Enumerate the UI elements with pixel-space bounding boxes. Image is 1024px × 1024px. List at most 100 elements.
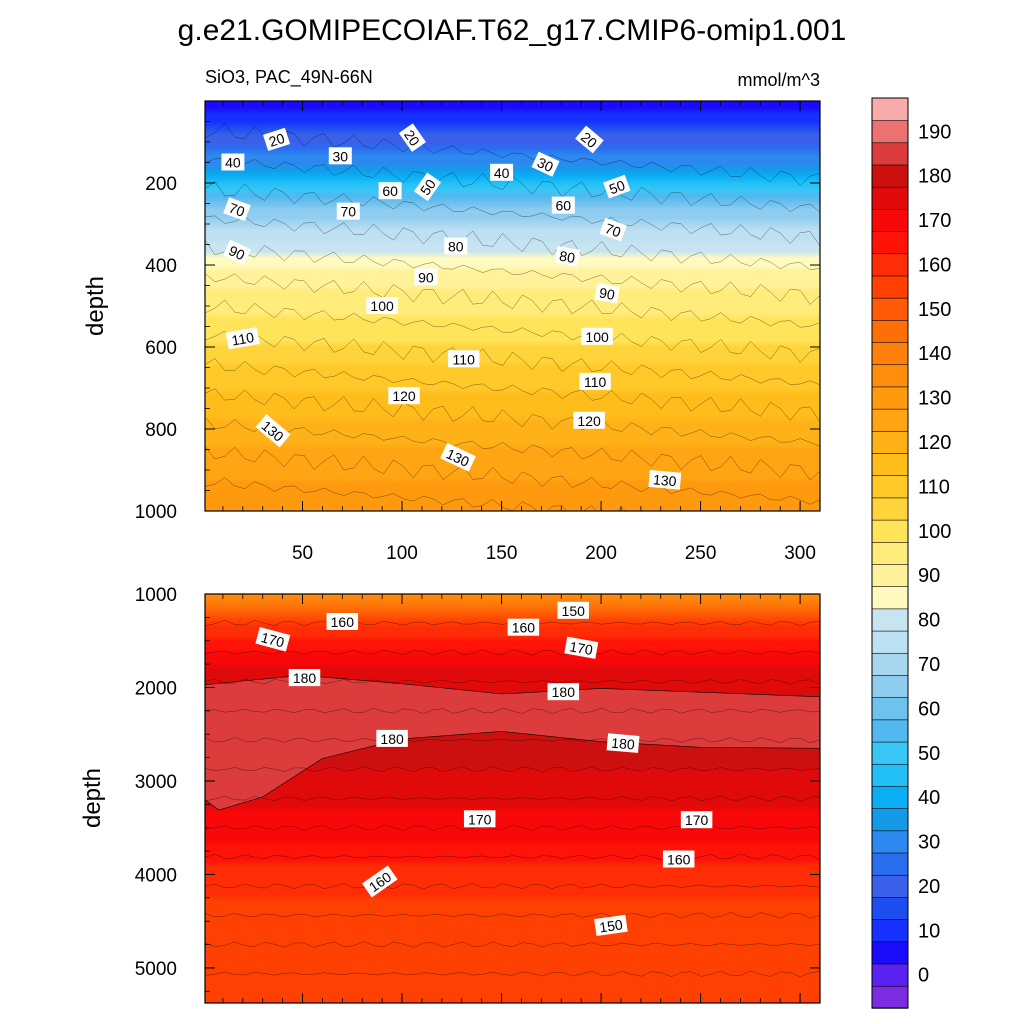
contour-label: 30 — [328, 147, 352, 165]
upper-field — [205, 101, 820, 511]
lower-contour-line — [205, 912, 820, 919]
contour-label: 160 — [507, 618, 540, 636]
contour-label: 180 — [288, 669, 321, 687]
contour-label-box — [648, 469, 682, 490]
y-tick-label: 1000 — [135, 585, 177, 606]
upper-contour-line — [205, 273, 820, 328]
contour-label: 70 — [599, 217, 627, 242]
colorbar-swatch — [871, 719, 909, 743]
contour-label-box — [603, 174, 631, 199]
y-tick-label: 5000 — [135, 959, 177, 980]
contour-label-box — [223, 197, 251, 222]
contour-label: 90 — [594, 282, 620, 304]
contour-label-box — [575, 125, 604, 154]
contour-label: 170 — [680, 811, 713, 829]
colorbar-label: 60 — [918, 698, 940, 720]
colorbar-label: 180 — [918, 166, 951, 188]
colorbar: 0 10 20 30 40 50 60 70 80 90 100 110 120 130 140 150 160… — [871, 97, 951, 1009]
contour-label-text: 180 — [380, 731, 404, 747]
contour-label-text: 20 — [267, 130, 287, 150]
x-tick-label: 100 — [386, 543, 418, 564]
lower-contour-line — [205, 853, 820, 861]
contour-label-text: 180 — [552, 684, 576, 700]
contour-label: 110 — [579, 372, 611, 390]
colorbar-swatch — [871, 985, 909, 1009]
colorbar-frame — [871, 97, 909, 1009]
colorbar-swatch — [871, 674, 909, 698]
contour-label-text: 170 — [685, 812, 709, 828]
contour-label-box — [557, 601, 589, 619]
x-tick-label: 50 — [292, 543, 313, 564]
contour-label: 40 — [221, 153, 245, 171]
contour-label-text: 100 — [585, 329, 609, 345]
contour-label-text: 120 — [392, 388, 416, 404]
colorbar-swatch — [871, 519, 909, 543]
contour-label-box — [255, 627, 291, 652]
contour-label-text: 170 — [468, 811, 492, 827]
lower-core-180 — [205, 674, 820, 811]
lower-y-axis: 1000 2000 3000 4000 5000 — [135, 585, 820, 992]
contour-label-box — [606, 733, 640, 753]
colorbar-swatch — [871, 741, 909, 765]
y-tick-label: 200 — [145, 174, 177, 195]
colorbar-label: 160 — [918, 255, 951, 277]
contour-label-box — [551, 196, 575, 214]
x-tick-label: 300 — [784, 543, 816, 564]
contour-label: 110 — [225, 327, 260, 350]
upper-contour-line — [205, 388, 820, 447]
contour-label: 160 — [362, 865, 398, 898]
contour-label-text: 110 — [230, 329, 255, 349]
colorbar-swatch — [871, 319, 909, 343]
contour-label-box — [378, 182, 402, 200]
lower-frame — [204, 593, 821, 1004]
lower-contour-line — [205, 737, 820, 744]
contour-label-text: 40 — [225, 155, 241, 171]
contour-label-text: 90 — [598, 284, 616, 302]
colorbar-swatch — [871, 852, 909, 876]
colorbar-label: 150 — [918, 299, 951, 321]
colorbar-swatch — [871, 763, 909, 787]
contour-label-text: 160 — [331, 614, 355, 630]
contour-label-box — [221, 153, 245, 171]
contour-label-text: 30 — [333, 148, 349, 164]
colorbar-swatch — [871, 208, 909, 232]
contour-label-box — [288, 669, 321, 687]
contour-label-box — [362, 865, 398, 898]
contour-label-text: 30 — [535, 154, 556, 175]
contour-label-box — [662, 850, 695, 868]
colorbar-label: 120 — [918, 432, 951, 454]
upper-contour-labels: 20 20 20 30 30 40 40 50 50 60 60 70 70 70 80 80 90 90 90 10… — [221, 123, 682, 490]
lower-contour-line — [205, 766, 820, 773]
contour-label-box — [262, 127, 291, 152]
contour-label: 20 — [575, 125, 604, 154]
colorbar-swatch — [871, 341, 909, 366]
contour-label-box — [336, 202, 360, 220]
contour-label-box — [398, 123, 426, 152]
colorbar-label: 30 — [918, 832, 940, 854]
contour-label: 170 — [255, 627, 291, 652]
contour-label: 150 — [594, 914, 628, 937]
contour-label-text: 70 — [603, 220, 623, 240]
upper-x-axis: 50 100 150 200 250 300 — [222, 101, 821, 564]
y-tick-label: 400 — [145, 256, 177, 277]
contour-label-box — [366, 297, 398, 314]
contour-label-text: 60 — [382, 183, 398, 199]
lower-contour-line — [205, 795, 820, 802]
colorbar-swatch — [871, 119, 909, 144]
colorbar-swatch — [871, 541, 909, 565]
contour-label-box — [490, 163, 514, 181]
colorbar-swatch — [871, 142, 909, 166]
contour-label-text: 130 — [652, 471, 677, 489]
upper-contour-line — [205, 122, 820, 186]
x-tick-label: 200 — [585, 543, 617, 564]
x-tick-label: 150 — [486, 543, 518, 564]
contour-label: 160 — [326, 613, 359, 630]
contour-label: 70 — [223, 197, 251, 222]
contour-label: 180 — [547, 683, 580, 701]
contour-label-text: 170 — [568, 638, 594, 658]
lower-contour-lines — [205, 620, 820, 977]
contour-label: 160 — [662, 850, 695, 868]
colorbar-swatch — [871, 585, 909, 610]
colorbar-label: 40 — [918, 787, 940, 809]
colorbar-label: 10 — [918, 920, 940, 942]
